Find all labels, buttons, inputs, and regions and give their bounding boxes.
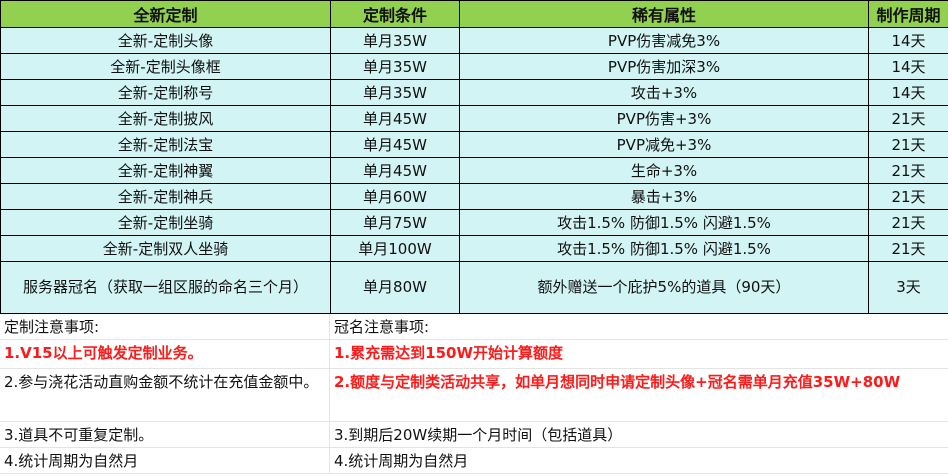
custom-notes-title: 定制注意事项:: [0, 314, 330, 339]
attribute-cell: PVP伤害+3%: [460, 106, 869, 132]
custom-note: 2.参与浇花活动直购金额不统计在充值金额中。: [0, 369, 330, 421]
naming-notes-title: 冠名注意事项:: [330, 314, 948, 339]
attribute-cell: 攻击+3%: [460, 80, 869, 106]
header-period: 制作周期: [869, 1, 948, 28]
item-cell: 全新-定制头像: [1, 28, 331, 54]
item-cell: 全新-定制坐骑: [1, 210, 331, 236]
item-cell: 全新-定制双人坐骑: [1, 236, 331, 262]
item-cell: 全新-定制称号: [1, 80, 331, 106]
naming-note: 1.累充需达到150W开始计算额度: [330, 340, 948, 368]
attribute-cell: PVP伤害减免3%: [460, 28, 869, 54]
period-cell: 21天: [869, 236, 948, 262]
custom-note: 1.V15以上可触发定制业务。: [0, 340, 330, 368]
header-row: 全新定制 定制条件 稀有属性 制作周期: [1, 1, 948, 28]
item-cell: 全新-定制神翼: [1, 158, 331, 184]
condition-cell: 单月35W: [331, 80, 460, 106]
item-cell: 全新-定制神兵: [1, 184, 331, 210]
notes-section: 定制注意事项:冠名注意事项: 1.V15以上可触发定制业务。1.累充需达到150…: [0, 314, 948, 474]
attribute-cell: 额外赠送一个庇护5%的道具（90天）: [460, 262, 869, 314]
attribute-cell: 攻击1.5% 防御1.5% 闪避1.5%: [460, 210, 869, 236]
condition-cell: 单月100W: [331, 236, 460, 262]
naming-note: 2.额度与定制类活动共享，如单月想同时申请定制头像+冠名需单月充值35W+80W: [330, 369, 948, 421]
period-cell: 14天: [869, 54, 948, 80]
condition-cell: 单月35W: [331, 54, 460, 80]
custom-note: 4.统计周期为自然月: [0, 448, 330, 473]
item-cell: 全新-定制头像框: [1, 54, 331, 80]
naming-note: 4.统计周期为自然月: [330, 448, 948, 473]
custom-note: 3.道具不可重复定制。: [0, 422, 330, 447]
attribute-cell: 暴击+3%: [460, 184, 869, 210]
period-cell: 21天: [869, 106, 948, 132]
condition-cell: 单月45W: [331, 106, 460, 132]
condition-cell: 单月35W: [331, 28, 460, 54]
condition-cell: 单月45W: [331, 132, 460, 158]
item-cell: 全新-定制披风: [1, 106, 331, 132]
attribute-cell: 攻击1.5% 防御1.5% 闪避1.5%: [460, 236, 869, 262]
attribute-cell: 生命+3%: [460, 158, 869, 184]
header-condition: 定制条件: [331, 1, 460, 28]
condition-cell: 单月45W: [331, 158, 460, 184]
period-cell: 21天: [869, 132, 948, 158]
attribute-cell: PVP减免+3%: [460, 132, 869, 158]
condition-cell: 单月75W: [331, 210, 460, 236]
period-cell: 21天: [869, 210, 948, 236]
item-cell: 服务器冠名（获取一组区服的命名三个月）: [1, 262, 331, 314]
period-cell: 14天: [869, 28, 948, 54]
period-cell: 14天: [869, 80, 948, 106]
period-cell: 21天: [869, 158, 948, 184]
condition-cell: 单月80W: [331, 262, 460, 314]
period-cell: 21天: [869, 184, 948, 210]
header-item: 全新定制: [1, 1, 331, 28]
attribute-cell: PVP伤害加深3%: [460, 54, 869, 80]
naming-note: 3.到期后20W续期一个月时间（包括道具）: [330, 422, 948, 447]
header-attribute: 稀有属性: [460, 1, 869, 28]
condition-cell: 单月60W: [331, 184, 460, 210]
period-cell: 3天: [869, 262, 948, 314]
item-cell: 全新-定制法宝: [1, 132, 331, 158]
